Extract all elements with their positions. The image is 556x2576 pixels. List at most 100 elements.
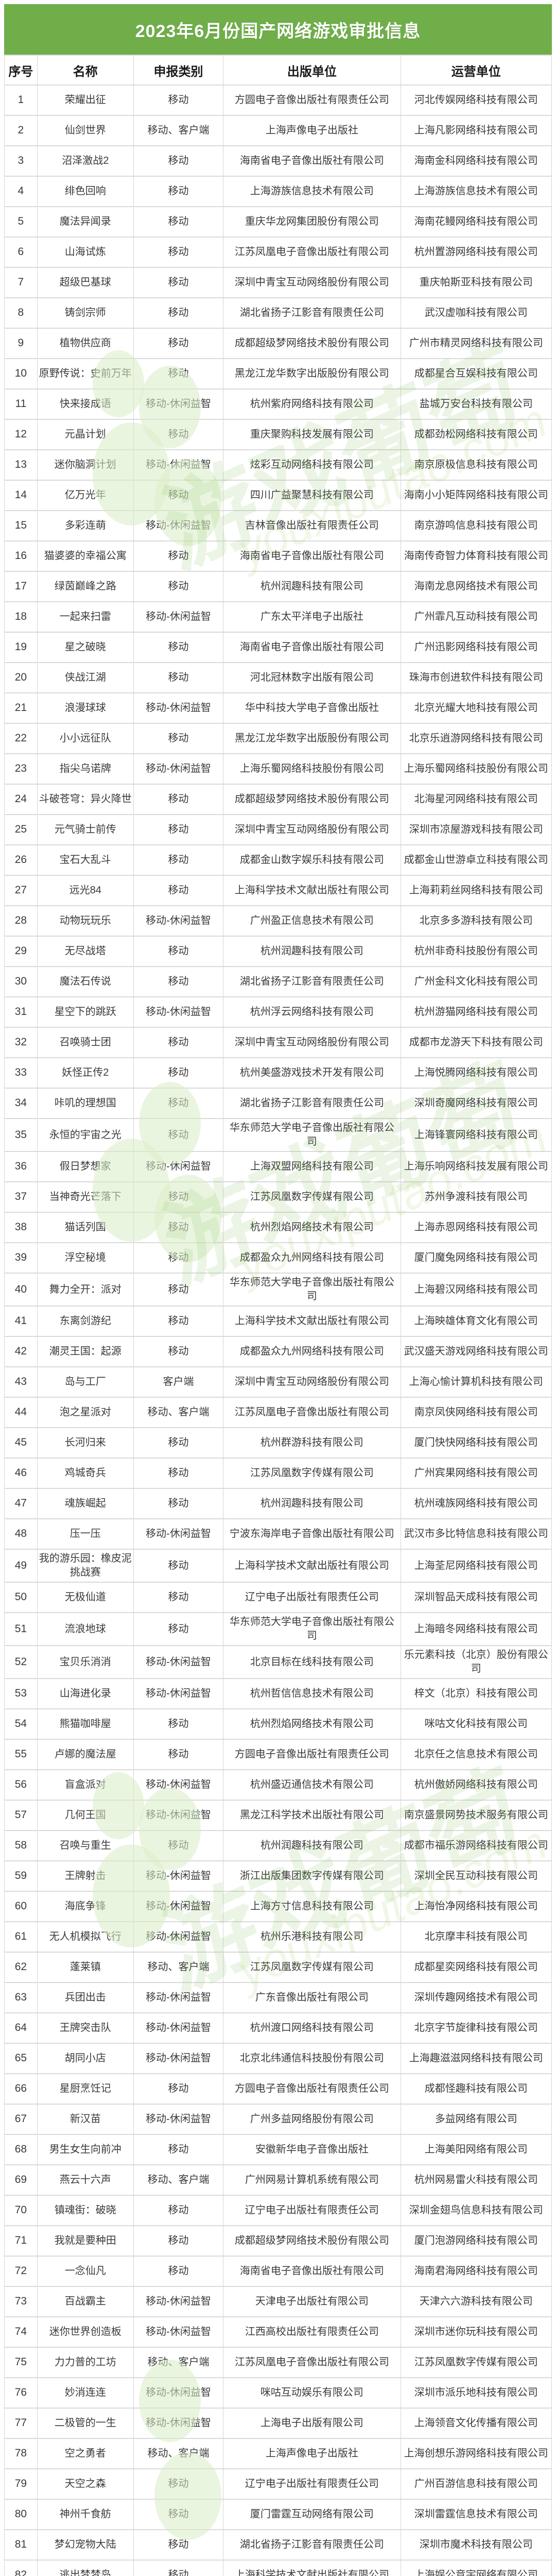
operator-cell: 河北传娱网络科技有限公司 (400, 84, 552, 116)
category-cell: 移动-休闲益智 (133, 996, 224, 1028)
publisher-cell: 江苏凤凰数字传媒有限公司 (223, 1458, 401, 1489)
game-name-cell: 无极仙道 (37, 1582, 134, 1613)
publisher-cell: 杭州渡口网络科技有限公司 (223, 2012, 401, 2044)
category-cell: 移动-休闲益智 (133, 2316, 224, 2348)
publisher-cell: 杭州群游科技有限公司 (223, 1427, 401, 1459)
table-row: 41 东离剑游纪 移动 上海科学技术文献出版社有限公司 上海映雄体育文化有限公司 (4, 1306, 552, 1337)
category-cell: 移动 (133, 2195, 224, 2226)
row-number: 81 (4, 2529, 38, 2561)
row-number: 30 (4, 966, 38, 997)
approval-table-sheet: 2023年6月份国产网络游戏审批信息 序号 名称 申报类别 出版单位 运营单位 … (4, 4, 552, 2576)
publisher-cell: 华东师范大学电子音像出版社有限公司 (223, 1118, 401, 1152)
publisher-cell: 杭州烈焰网络技术有限公司 (223, 1708, 401, 1740)
category-cell: 移动 (133, 2560, 224, 2576)
publisher-cell: 海南省电子音像出版社有限公司 (223, 540, 401, 572)
publisher-cell: 上海科学技术文献出版社有限公司 (223, 875, 401, 906)
operator-cell: 深圳智品天成科技有限公司 (400, 1582, 552, 1613)
col-header-category: 申报类别 (133, 55, 224, 86)
table-row: 12 元晶计划 移动 重庆聚购科技发展有限公司 成都劲松网络科技有限公司 (4, 419, 552, 450)
game-name-cell: 植物供应商 (37, 328, 134, 359)
table-row: 32 召唤骑士团 移动 深圳中青宝互动网络股份有限公司 成都市龙游天下科技有限公司 (4, 1027, 552, 1058)
category-cell: 移动 (133, 2256, 224, 2287)
operator-cell: 杭州游猫网络科技有限公司 (400, 996, 552, 1028)
operator-cell: 上海莉莉丝网络科技有限公司 (400, 875, 552, 906)
operator-cell: 咪咕文化科技有限公司 (400, 1708, 552, 1740)
operator-cell: 南京盛景网势技术服务有限公司 (400, 1800, 552, 1831)
publisher-cell: 河北冠林数字出版有限公司 (223, 662, 401, 693)
game-name-cell: 妖怪正传2 (37, 1057, 134, 1089)
table-row: 62 蓬莱镇 移动、客户端 江苏凤凰数字传媒有限公司 成都星奕网络科技有限公司 (4, 1952, 552, 1983)
game-name-cell: 一起来扫雷 (37, 601, 134, 633)
game-name-cell: 宝贝乐消消 (37, 1645, 134, 1679)
row-number: 54 (4, 1708, 38, 1740)
page-title: 2023年6月份国产网络游戏审批信息 (135, 21, 421, 41)
publisher-cell: 深圳中青宝互动网络股份有限公司 (223, 267, 401, 298)
category-cell: 移动-休闲益智 (133, 2286, 224, 2317)
operator-cell: 多益网络有限公司 (400, 2104, 552, 2135)
publisher-cell: 湖北省扬子江影音有限责任公司 (223, 2529, 401, 2561)
game-name-cell: 男生女生向前冲 (37, 2134, 134, 2165)
game-name-cell: 梦幻宠物大陆 (37, 2529, 134, 2561)
game-name-cell: 几何王国 (37, 1800, 134, 1831)
category-cell: 移动 (133, 875, 224, 906)
row-number: 63 (4, 1982, 38, 2013)
operator-cell: 北京乐逍游网络科技有限公司 (400, 723, 552, 754)
game-name-cell: 快来接成语 (37, 388, 134, 420)
publisher-cell: 北京目标在线科技有限公司 (223, 1645, 401, 1679)
table-row: 2 仙剑世界 移动、客户端 上海声像电子出版社 上海凡影网络科技有限公司 (4, 115, 552, 146)
approval-table: 序号 名称 申报类别 出版单位 运营单位 1 荣耀出征 移动 方圆电子音像出版社有限责… (4, 55, 552, 2576)
publisher-cell: 上海游族信息技术有限公司 (223, 176, 401, 207)
table-row: 1 荣耀出征 移动 方圆电子音像出版社有限责任公司 河北传娱网络科技有限公司 (4, 84, 552, 116)
operator-cell: 上海游族信息技术有限公司 (400, 176, 552, 207)
operator-cell: 北京光耀大地科技有限公司 (400, 692, 552, 724)
table-row: 63 兵团出击 移动-休闲益智 广东音像出版社有限公司 深圳传趣网络技术有限公司 (4, 1982, 552, 2013)
game-name-cell: 妙消连连 (37, 2377, 134, 2409)
operator-cell: 海南花鳗网络科技有限公司 (400, 206, 552, 238)
table-row: 64 王牌突击队 移动-休闲益智 杭州渡口网络科技有限公司 北京字节旋律科技有限公司 (4, 2012, 552, 2044)
category-cell: 移动 (133, 662, 224, 693)
row-number: 47 (4, 1488, 38, 1519)
row-number: 62 (4, 1952, 38, 1983)
row-number: 40 (4, 1273, 38, 1307)
game-name-cell: 鸡城奇兵 (37, 1458, 134, 1489)
game-name-cell: 王牌突击队 (37, 2012, 134, 2044)
publisher-cell: 海南省电子音像出版社有限公司 (223, 632, 401, 663)
category-cell: 移动-休闲益智 (133, 1769, 224, 1801)
category-cell: 移动 (133, 1306, 224, 1337)
category-cell: 移动、客户端 (133, 2438, 224, 2469)
publisher-cell: 广东音像出版社有限公司 (223, 1982, 401, 2013)
table-row: 36 假日梦想家 移动-休闲益智 上海双盟网络科技有限公司 上海乐响网络科技发展有限公司 (4, 1151, 552, 1182)
row-number: 21 (4, 692, 38, 724)
game-name-cell: 原野传说：史前万年 (37, 358, 134, 389)
game-name-cell: 舞力全开：派对 (37, 1273, 134, 1307)
publisher-cell: 成都盈众九州网络科技有限公司 (223, 1336, 401, 1367)
operator-cell: 厦门快快网络科技有限公司 (400, 1427, 552, 1459)
table-row: 45 长河归来 移动 杭州群游科技有限公司 厦门快快网络科技有限公司 (4, 1427, 552, 1459)
row-number: 14 (4, 480, 38, 511)
game-name-cell: 魂族崛起 (37, 1488, 134, 1519)
category-cell: 移动 (133, 1057, 224, 1089)
category-cell: 移动 (133, 1549, 224, 1583)
publisher-cell: 方圆电子音像出版社有限责任公司 (223, 1739, 401, 1770)
game-name-cell: 猫婆婆的幸福公寓 (37, 540, 134, 572)
row-number: 48 (4, 1518, 38, 1550)
operator-cell: 武汉虚咖科技有限公司 (400, 297, 552, 329)
row-number: 60 (4, 1891, 38, 1922)
row-number: 70 (4, 2195, 38, 2226)
table-row: 31 星空下的跳跃 移动-休闲益智 杭州浮云网络科技有限公司 杭州游猫网络科技有限公司 (4, 996, 552, 1028)
category-cell: 移动-休闲益智 (133, 1645, 224, 1679)
row-number: 39 (4, 1242, 38, 1274)
operator-cell: 成都市龙游天下科技有限公司 (400, 1027, 552, 1058)
game-name-cell: 燕云十六声 (37, 2164, 134, 2196)
table-row: 74 迷你世界创造板 移动-休闲益智 江西高校出版社有限责任公司 深圳市迷你玩科技有限公… (4, 2316, 552, 2348)
operator-cell: 武汉盛天游戏网络科技有限公司 (400, 1336, 552, 1367)
row-number: 43 (4, 1366, 38, 1398)
category-cell: 移动-休闲益智 (133, 1800, 224, 1831)
table-row: 6 山海试炼 移动 江苏凤凰电子音像出版社有限公司 杭州置游网络科技有限公司 (4, 236, 552, 268)
publisher-cell: 湖北省扬子江影音有限责任公司 (223, 1088, 401, 1119)
game-name-cell: 浮空秘境 (37, 1242, 134, 1274)
table-row: 54 熊猫咖啡屋 移动 杭州烈焰网络技术有限公司 咪咕文化科技有限公司 (4, 1708, 552, 1740)
publisher-cell: 杭州浮云网络科技有限公司 (223, 996, 401, 1028)
row-number: 23 (4, 753, 38, 785)
category-cell: 移动 (133, 2499, 224, 2530)
